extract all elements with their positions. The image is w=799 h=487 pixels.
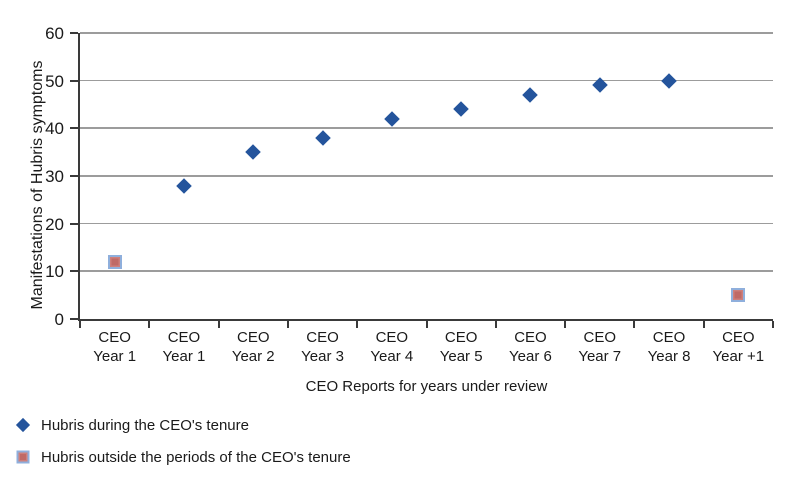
- gridline: [80, 127, 773, 129]
- data-point-square: [731, 288, 746, 303]
- data-point-diamond: [314, 130, 331, 146]
- x-axis-tick: [772, 321, 774, 328]
- x-axis-tick: [356, 321, 359, 328]
- x-category-label: CEO Year 4: [370, 329, 414, 365]
- x-category-label: CEO Year 8: [647, 329, 691, 365]
- y-axis-tick: [70, 318, 78, 320]
- x-axis-tick: [148, 321, 151, 328]
- x-category-label: CEO Year 3: [301, 329, 344, 365]
- y-tick-label: 60: [45, 24, 64, 43]
- x-category-label: CEO Year 7: [578, 329, 622, 365]
- y-tick-label: 20: [45, 214, 64, 234]
- x-category-label: CEO Year 2: [231, 329, 275, 365]
- y-tick-label: 30: [45, 167, 64, 186]
- y-axis-line: [78, 33, 80, 321]
- x-axis-tick: [564, 321, 567, 328]
- x-category-label: CEO Year 5: [439, 329, 483, 365]
- data-point-square: [107, 254, 122, 269]
- y-axis-tick: [70, 175, 78, 177]
- x-category-label: CEO Year 6: [509, 329, 552, 365]
- x-axis-title: CEO Reports for years under review: [305, 378, 548, 395]
- gridline: [80, 79, 773, 82]
- y-axis-tick: [70, 32, 78, 34]
- data-point-diamond: [384, 111, 400, 127]
- y-tick-label: 50: [45, 71, 64, 91]
- data-point-diamond: [522, 87, 539, 103]
- y-tick-label: 10: [45, 262, 64, 282]
- data-point-diamond: [661, 72, 677, 89]
- y-axis-tick: [70, 79, 78, 82]
- legend-label: Hubris during the CEO's tenure: [41, 416, 249, 434]
- y-axis-tick: [70, 270, 78, 273]
- legend-item: Hubris outside the periods of the CEO's …: [14, 448, 351, 466]
- data-point-diamond: [453, 101, 469, 118]
- x-axis-tick: [494, 321, 497, 328]
- x-axis-tick: [79, 321, 81, 328]
- diamond-marker-icon: [14, 416, 32, 434]
- gridline: [80, 175, 773, 177]
- diamond-glyph: [15, 417, 31, 433]
- y-axis-tick: [70, 127, 78, 130]
- x-category-label: CEO Year 1: [162, 329, 206, 365]
- square-glyph: [16, 450, 30, 464]
- gridline: [80, 32, 773, 34]
- data-point-diamond: [176, 177, 192, 194]
- x-axis-tick: [286, 321, 289, 328]
- y-axis-tick: [70, 222, 78, 225]
- x-axis-tick: [702, 321, 705, 328]
- x-axis-tick: [425, 321, 428, 328]
- x-axis-line: [78, 319, 773, 321]
- gridline: [80, 222, 773, 225]
- legend-item: Hubris during the CEO's tenure: [14, 416, 249, 434]
- x-axis-tick: [217, 321, 220, 328]
- x-category-label: CEO Year +1: [712, 329, 765, 365]
- y-tick-label: 40: [45, 119, 64, 139]
- x-category-label: CEO Year 1: [93, 329, 137, 365]
- square-marker-icon: [14, 448, 32, 466]
- x-axis-tick: [633, 321, 636, 328]
- data-point-diamond: [245, 144, 262, 160]
- y-tick-label: 0: [54, 310, 64, 329]
- gridline: [80, 270, 773, 272]
- legend-label: Hubris outside the periods of the CEO's …: [41, 448, 351, 466]
